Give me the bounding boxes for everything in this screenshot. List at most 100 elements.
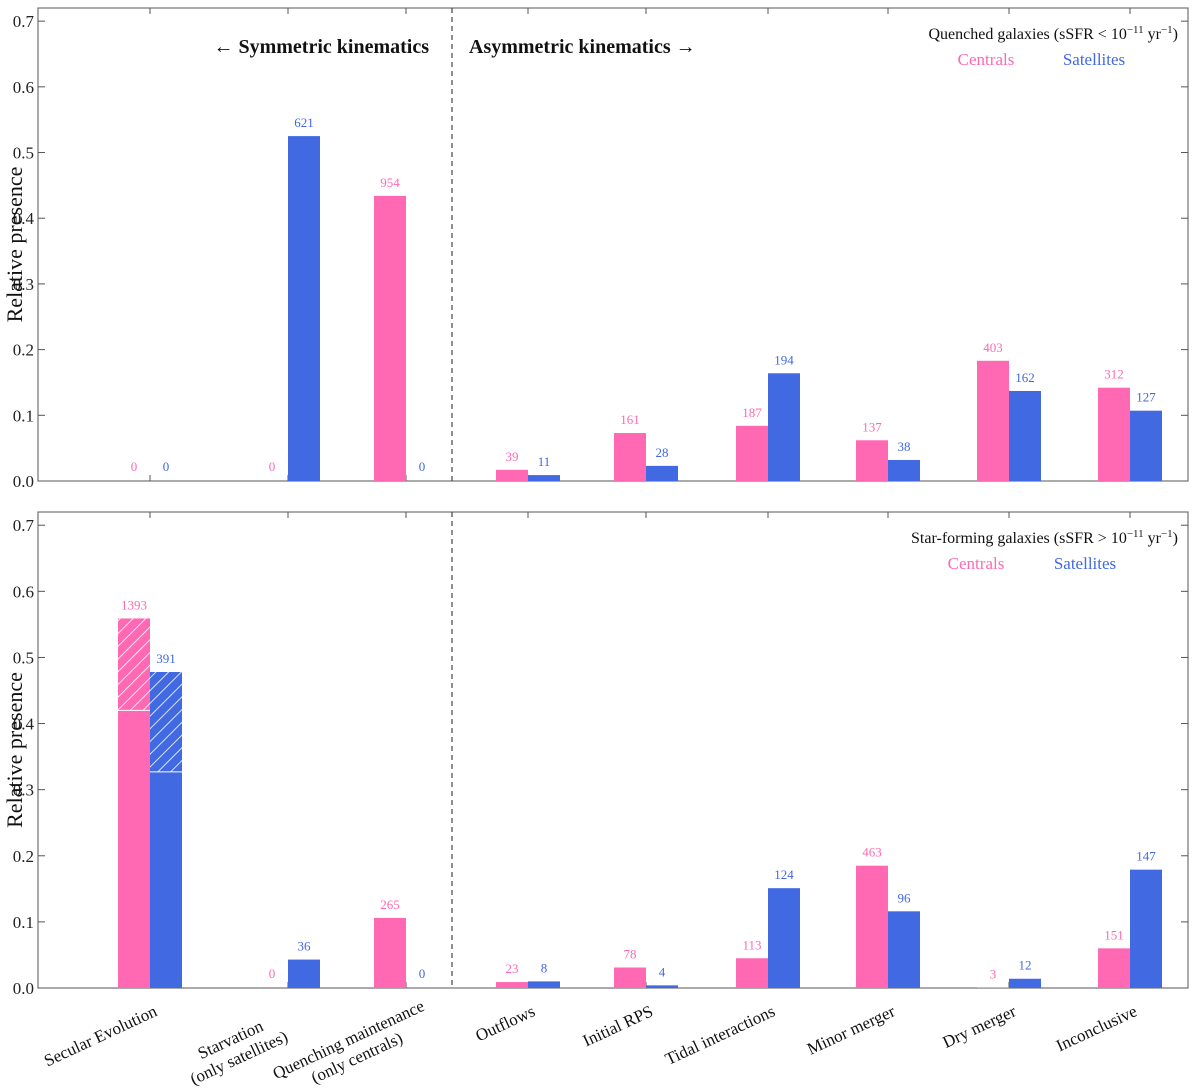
bar-centrals	[1098, 948, 1130, 988]
data-label: 954	[380, 175, 400, 190]
panel-title: Star-forming galaxies (sSFR > 10−11 yr−1…	[911, 528, 1178, 547]
y-tick-label: 0.3	[13, 275, 34, 294]
y-tick-label: 0.7	[13, 516, 35, 535]
bar-centrals	[856, 865, 888, 988]
bar-hatched-portion	[118, 618, 150, 711]
bar-satellites	[528, 475, 560, 481]
bar-centrals	[374, 195, 406, 481]
y-tick-label: 0.7	[13, 12, 35, 31]
bar-satellites	[888, 459, 920, 481]
bar-satellites	[528, 981, 560, 988]
y-tick-label: 0.6	[13, 582, 34, 601]
bar-centrals	[977, 987, 1009, 988]
data-label: 0	[419, 966, 426, 981]
legend-centrals: Centrals	[948, 554, 1005, 573]
bar-satellites	[768, 888, 800, 988]
bar-centrals	[736, 958, 768, 988]
category-label: Secular Evolution	[41, 1001, 160, 1070]
y-tick-label: 0.2	[13, 847, 34, 866]
data-label: 11	[538, 454, 551, 469]
data-label: 23	[506, 961, 519, 976]
panel-star-forming: 0.0 0.1 0.2 0.3 0.4 0.5 0.6 0.7 Relative presenc…	[2, 511, 1189, 998]
header-asymmetric: Asymmetric kinematics →	[469, 36, 696, 58]
category-labels: Secular Evolution Starvation(only satelli…	[41, 996, 1140, 1089]
bar-satellites	[288, 959, 320, 988]
data-label: 187	[742, 405, 762, 420]
data-label: 194	[774, 352, 794, 367]
data-label: 113	[742, 937, 761, 952]
data-label: 265	[380, 897, 400, 912]
data-label: 0	[419, 459, 426, 474]
bar-centrals	[977, 360, 1009, 481]
bar-satellites	[1130, 410, 1162, 481]
data-label: 8	[541, 960, 548, 975]
bar-satellites	[288, 136, 320, 481]
data-label: 124	[774, 867, 794, 882]
data-label: 28	[656, 445, 669, 460]
bar-hatched-portion	[150, 671, 182, 772]
data-label: 137	[862, 419, 882, 434]
data-label: 151	[1104, 927, 1124, 942]
bar-satellites	[1009, 978, 1041, 988]
data-label: 0	[163, 459, 170, 474]
header-symmetric: ← Symmetric kinematics	[213, 36, 429, 58]
bar-centrals	[1098, 387, 1130, 481]
data-label: 463	[862, 845, 882, 860]
y-tick-label: 0.0	[13, 979, 34, 998]
plot-frame	[37, 7, 1189, 482]
data-label: 96	[898, 890, 912, 905]
category-label: Minor merger	[804, 1001, 898, 1058]
y-tick-label: 0.2	[13, 341, 34, 360]
category-label: Outflows	[473, 1001, 538, 1045]
data-label: 3	[990, 966, 997, 981]
y-tick-label: 0.4	[13, 209, 35, 228]
data-label: 36	[298, 939, 312, 954]
bar-satellites	[1009, 390, 1041, 481]
legend-centrals: Centrals	[958, 50, 1015, 69]
y-tick-label: 0.1	[13, 913, 34, 932]
bar-satellites	[646, 465, 678, 481]
y-axis-label: Relative presence	[2, 167, 27, 323]
data-label: 127	[1136, 390, 1156, 405]
data-label: 78	[624, 947, 637, 962]
y-tick-label: 0.3	[13, 781, 34, 800]
y-tick-label: 0.5	[13, 648, 34, 667]
data-label: 1393	[121, 597, 147, 612]
data-label: 147	[1136, 849, 1156, 864]
category-label: Quenching maintenance(only centrals)	[270, 996, 436, 1089]
bar-centrals	[496, 982, 528, 988]
data-label: 621	[294, 115, 314, 130]
y-tick-label: 0.5	[13, 144, 34, 163]
data-label: 12	[1019, 958, 1032, 973]
bar-centrals	[374, 917, 406, 988]
data-label: 391	[156, 651, 176, 666]
data-label: 312	[1104, 367, 1124, 382]
bar-satellites	[768, 373, 800, 481]
data-label: 0	[269, 459, 276, 474]
data-label: 403	[983, 340, 1003, 355]
y-tick-label: 0.0	[13, 472, 34, 491]
bar-satellites	[646, 985, 678, 988]
bar-centrals	[614, 433, 646, 481]
y-axis-label: Relative presence	[2, 672, 27, 828]
bar-satellites	[1130, 869, 1162, 988]
bar-centrals	[736, 425, 768, 481]
y-tick-label: 0.4	[13, 715, 35, 734]
bar-centrals	[856, 440, 888, 481]
data-label: 38	[898, 439, 911, 454]
data-label: 0	[269, 966, 276, 981]
data-label: 161	[620, 412, 640, 427]
bar-centrals	[496, 469, 528, 481]
category-label: Inconclusive	[1053, 1001, 1140, 1055]
category-label: Dry merger	[940, 1001, 1019, 1052]
category-label: Tidal interactions	[662, 1001, 778, 1068]
data-label: 162	[1015, 370, 1035, 385]
data-label: 4	[659, 964, 666, 979]
bar-satellites	[888, 911, 920, 988]
y-tick-label: 0.6	[13, 78, 34, 97]
panel-quenched: 0.0 0.1 0.2 0.3 0.4 0.5 0.6 0.7 Relative presenc…	[2, 7, 1189, 491]
bar-centrals	[614, 967, 646, 988]
panel-title: Quenched galaxies (sSFR < 10−11 yr−1)	[929, 24, 1179, 43]
legend-satellites: Satellites	[1054, 554, 1116, 573]
